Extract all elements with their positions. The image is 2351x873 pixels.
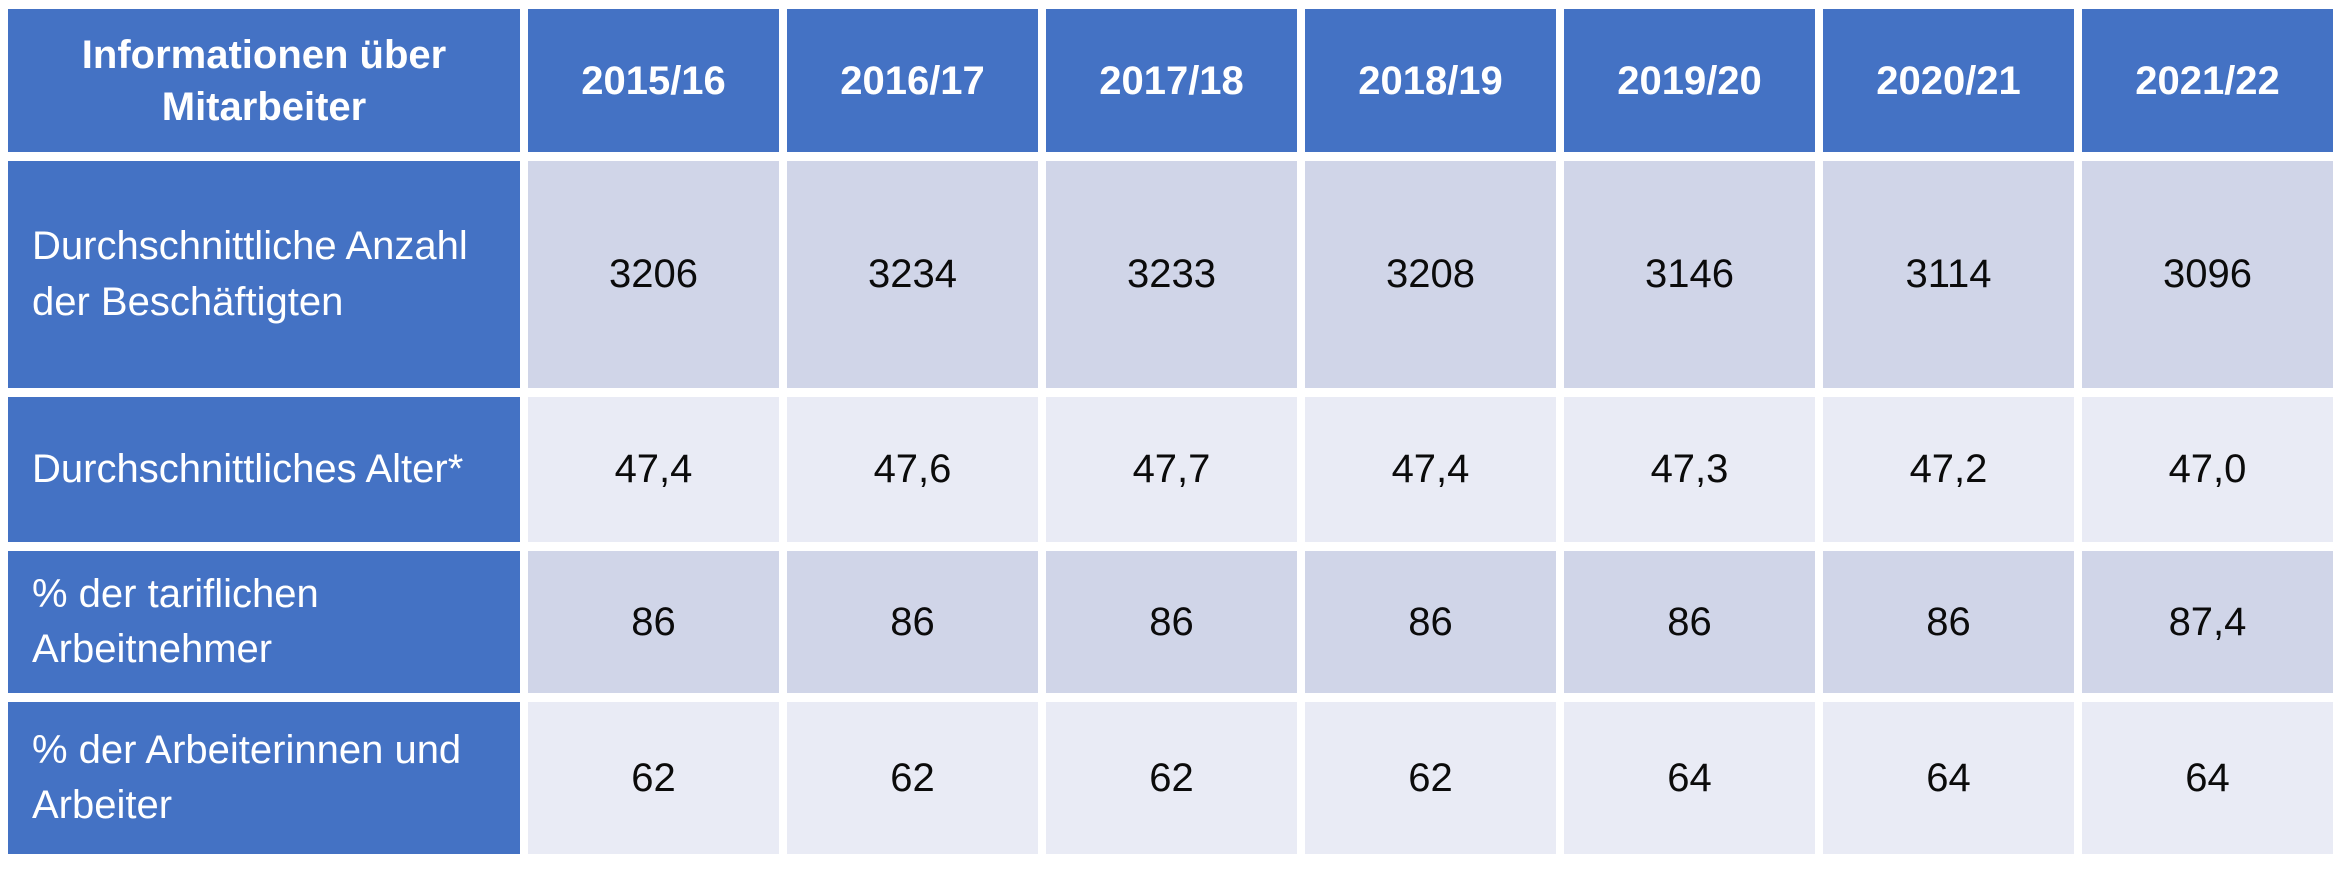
- data-cell: 86: [1305, 551, 1556, 693]
- data-cell: 47,0: [2082, 397, 2333, 542]
- data-cell: 47,4: [1305, 397, 1556, 542]
- data-cell: 3233: [1046, 161, 1297, 388]
- year-column-header: 2017/18: [1046, 9, 1297, 152]
- data-cell: 86: [528, 551, 779, 693]
- data-cell: 47,4: [528, 397, 779, 542]
- data-cell: 64: [1564, 702, 1815, 854]
- row-label: Durchschnittliches Alter*: [8, 397, 520, 542]
- table-row: % der tariflichen Arbeitnehmer 86 86 86 …: [8, 551, 2333, 693]
- data-cell: 62: [1305, 702, 1556, 854]
- row-label: % der tariflichen Arbeitnehmer: [8, 551, 520, 693]
- year-column-header: 2016/17: [787, 9, 1038, 152]
- data-cell: 3096: [2082, 161, 2333, 388]
- data-cell: 47,6: [787, 397, 1038, 542]
- data-cell: 47,7: [1046, 397, 1297, 542]
- year-column-header: 2020/21: [1823, 9, 2074, 152]
- data-cell: 62: [528, 702, 779, 854]
- data-cell: 64: [1823, 702, 2074, 854]
- row-label: % der Arbeiterinnen und Arbeiter: [8, 702, 520, 854]
- year-column-header: 2018/19: [1305, 9, 1556, 152]
- table-row: % der Arbeiterinnen und Arbeiter 62 62 6…: [8, 702, 2333, 854]
- year-column-header: 2015/16: [528, 9, 779, 152]
- table-title-cell: Informationen über Mitarbeiter: [8, 9, 520, 152]
- data-cell: 62: [1046, 702, 1297, 854]
- table-row: Durchschnittliche Anzahl der Beschäftigt…: [8, 161, 2333, 388]
- data-cell: 47,2: [1823, 397, 2074, 542]
- data-cell: 3208: [1305, 161, 1556, 388]
- year-column-header: 2021/22: [2082, 9, 2333, 152]
- data-cell: 86: [1046, 551, 1297, 693]
- data-cell: 64: [2082, 702, 2333, 854]
- table-header-row: Informationen über Mitarbeiter 2015/16 2…: [8, 9, 2333, 152]
- data-cell: 86: [787, 551, 1038, 693]
- data-cell: 3206: [528, 161, 779, 388]
- data-cell: 3146: [1564, 161, 1815, 388]
- data-cell: 86: [1564, 551, 1815, 693]
- data-cell: 3114: [1823, 161, 2074, 388]
- data-cell: 3234: [787, 161, 1038, 388]
- data-cell: 86: [1823, 551, 2074, 693]
- data-cell: 87,4: [2082, 551, 2333, 693]
- table-row: Durchschnittliches Alter* 47,4 47,6 47,7…: [8, 397, 2333, 542]
- data-cell: 62: [787, 702, 1038, 854]
- data-cell: 47,3: [1564, 397, 1815, 542]
- row-label: Durchschnittliche Anzahl der Beschäftigt…: [8, 161, 520, 388]
- year-column-header: 2019/20: [1564, 9, 1815, 152]
